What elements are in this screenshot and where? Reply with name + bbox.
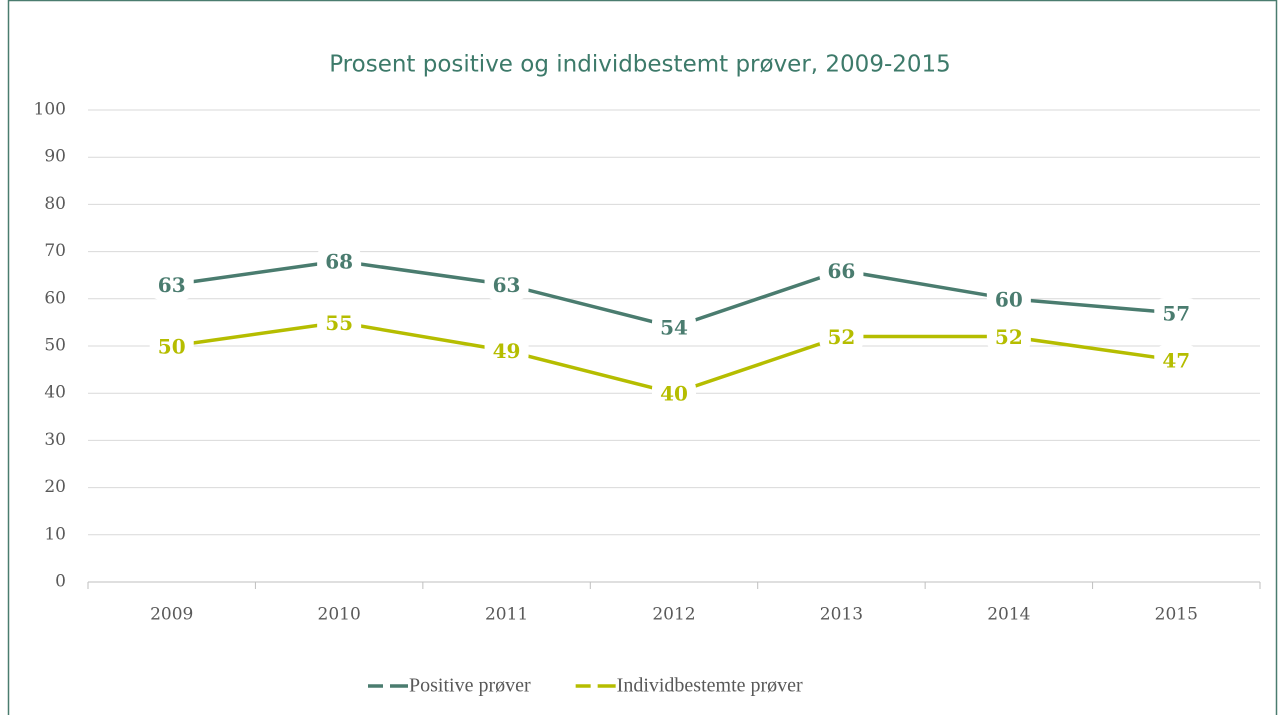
- data-label-bg: [1154, 297, 1199, 328]
- data-label-bg: [484, 269, 529, 300]
- x-tick-label: 2009: [150, 605, 193, 625]
- data-label: 40: [660, 382, 688, 406]
- y-tick-label: 100: [34, 100, 66, 120]
- data-label-bg: [652, 312, 696, 343]
- x-tick-label: 2013: [820, 605, 863, 625]
- y-tick-label: 20: [44, 477, 66, 497]
- data-label: 50: [158, 335, 186, 359]
- y-tick-label: 40: [44, 383, 66, 403]
- chart-title: Prosent positive og individbestemt prøve…: [329, 52, 951, 78]
- y-tick-label: 30: [44, 430, 66, 450]
- data-label: 52: [828, 325, 856, 349]
- data-label: 55: [325, 311, 353, 335]
- data-label-bg: [986, 321, 1031, 352]
- data-label-bg: [317, 246, 362, 277]
- data-label-bg: [484, 335, 529, 366]
- data-label-bg: [149, 269, 194, 300]
- data-label-bg: [819, 255, 864, 286]
- y-tick-label: 50: [44, 336, 66, 356]
- y-tick-label: 70: [44, 241, 66, 261]
- data-label: 68: [325, 250, 353, 274]
- x-tick-label: 2011: [485, 605, 528, 625]
- data-label: 60: [995, 287, 1023, 311]
- x-tick-label: 2012: [652, 605, 695, 625]
- data-label: 52: [995, 325, 1023, 349]
- data-label: 66: [828, 259, 856, 283]
- data-label: 63: [158, 273, 186, 297]
- data-label-bg: [652, 378, 696, 409]
- y-tick-label: 10: [44, 524, 66, 544]
- y-tick-label: 0: [55, 572, 66, 592]
- x-tick-label: 2015: [1155, 605, 1198, 625]
- chart-border: [7, 0, 1278, 715]
- data-label: 47: [1162, 349, 1190, 373]
- x-tick-label: 2010: [318, 605, 361, 625]
- data-label: 63: [493, 273, 521, 297]
- legend-label: Individbestemte prøver: [617, 675, 803, 697]
- y-tick-label: 90: [44, 147, 66, 167]
- data-label-bg: [1154, 345, 1199, 376]
- y-tick-label: 80: [44, 194, 66, 214]
- data-label-bg: [317, 307, 362, 338]
- y-tick-label: 60: [44, 288, 66, 308]
- x-tick-label: 2014: [987, 605, 1030, 625]
- legend-label: Positive prøver: [409, 675, 531, 697]
- data-label: 49: [493, 339, 521, 363]
- data-label: 57: [1162, 301, 1190, 325]
- data-label: 54: [660, 316, 688, 340]
- data-label-bg: [986, 283, 1031, 314]
- data-label-bg: [149, 331, 194, 361]
- data-label-bg: [819, 321, 864, 352]
